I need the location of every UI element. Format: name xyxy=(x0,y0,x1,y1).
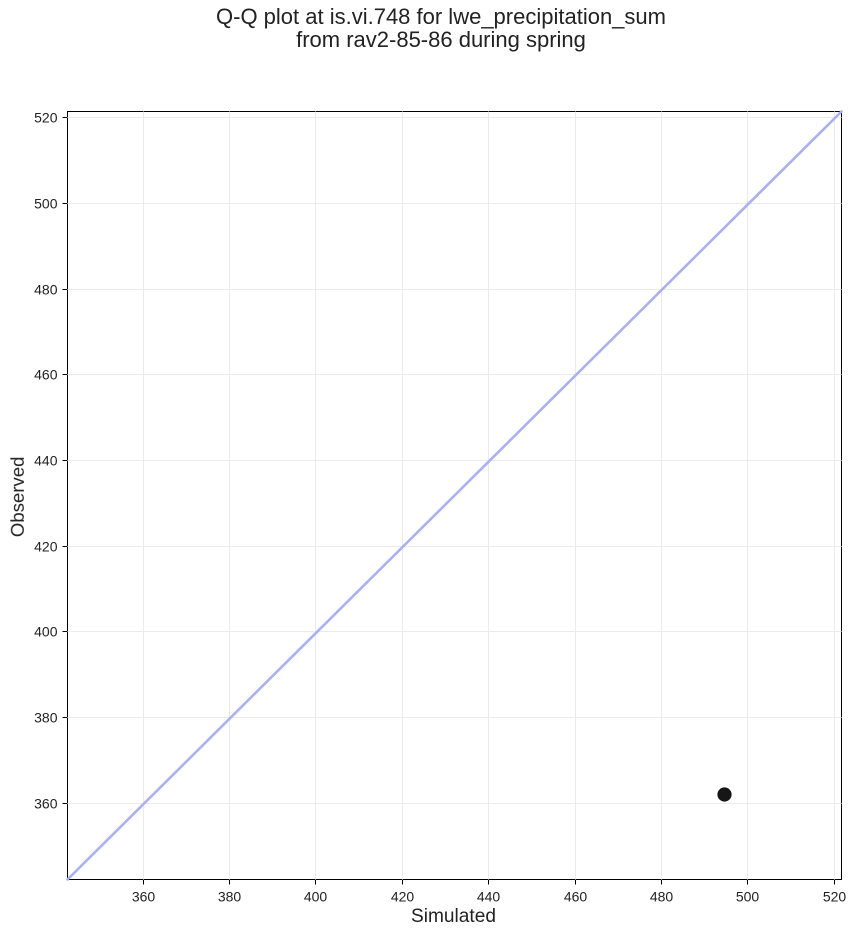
svg-text:Q-Q plot at is.vi.748 for lwe_: Q-Q plot at is.vi.748 for lwe_precipitat… xyxy=(216,4,666,29)
svg-text:500: 500 xyxy=(736,889,760,905)
svg-text:440: 440 xyxy=(34,453,58,469)
svg-text:380: 380 xyxy=(218,889,242,905)
svg-text:460: 460 xyxy=(564,889,588,905)
svg-text:400: 400 xyxy=(34,624,58,640)
svg-text:from rav2-85-86 during spring: from rav2-85-86 during spring xyxy=(296,27,586,52)
svg-text:380: 380 xyxy=(34,710,58,726)
svg-text:360: 360 xyxy=(132,889,156,905)
svg-text:420: 420 xyxy=(34,539,58,555)
svg-text:480: 480 xyxy=(650,889,674,905)
svg-text:480: 480 xyxy=(34,282,58,298)
svg-text:500: 500 xyxy=(34,196,58,212)
svg-text:520: 520 xyxy=(34,110,58,126)
svg-text:460: 460 xyxy=(34,367,58,383)
svg-text:400: 400 xyxy=(304,889,328,905)
svg-text:420: 420 xyxy=(391,889,415,905)
svg-text:360: 360 xyxy=(34,796,58,812)
svg-text:Simulated: Simulated xyxy=(411,906,496,927)
svg-text:Observed: Observed xyxy=(7,457,28,538)
svg-text:440: 440 xyxy=(477,889,501,905)
svg-text:520: 520 xyxy=(823,889,847,905)
